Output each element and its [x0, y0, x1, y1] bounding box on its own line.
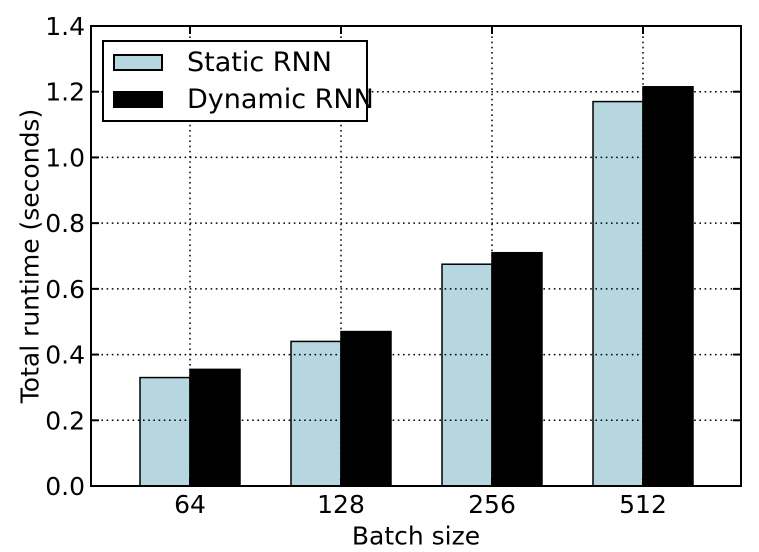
- legend: Static RNN Dynamic RNN: [102, 40, 374, 122]
- bar-dynamic-rnn-256: [491, 251, 543, 487]
- y-tick-label-0.2: 0.2: [45, 406, 85, 435]
- bar-static-rnn-256: [441, 263, 493, 487]
- y-tick-label-0.6: 0.6: [45, 275, 85, 304]
- legend-swatch-static-rnn: [113, 54, 163, 71]
- bar-dynamic-rnn-512: [642, 86, 694, 487]
- y-tick-label-1.4: 1.4: [45, 12, 85, 41]
- x-tick-label-128: 128: [317, 490, 365, 519]
- x-tick-label-64: 64: [174, 490, 206, 519]
- bar-dynamic-rnn-64: [189, 368, 241, 487]
- bar-static-rnn-512: [592, 100, 644, 487]
- legend-item-dynamic-rnn: Dynamic RNN: [104, 86, 374, 113]
- y-tick-label-0.0: 0.0: [45, 472, 85, 501]
- y-tick-label-0.8: 0.8: [45, 209, 85, 238]
- legend-swatch-dynamic-rnn: [113, 91, 163, 108]
- y-tick-label-1.0: 1.0: [45, 143, 85, 172]
- y-axis-label: Total runtime (seconds): [15, 108, 45, 404]
- legend-label-static-rnn: Static RNN: [187, 47, 332, 78]
- bar-dynamic-rnn-128: [340, 330, 392, 487]
- x-axis-label: Batch size: [351, 521, 481, 551]
- y-tick-label-1.2: 1.2: [45, 78, 85, 107]
- x-tick-label-256: 256: [468, 490, 516, 519]
- axes-spines: [90, 25, 742, 487]
- bar-static-rnn-64: [139, 376, 191, 487]
- legend-label-dynamic-rnn: Dynamic RNN: [187, 84, 374, 115]
- bar-static-rnn-128: [290, 340, 342, 487]
- x-tick-label-512: 512: [619, 490, 667, 519]
- y-tick-label-0.4: 0.4: [45, 341, 85, 370]
- legend-item-static-rnn: Static RNN: [104, 49, 366, 76]
